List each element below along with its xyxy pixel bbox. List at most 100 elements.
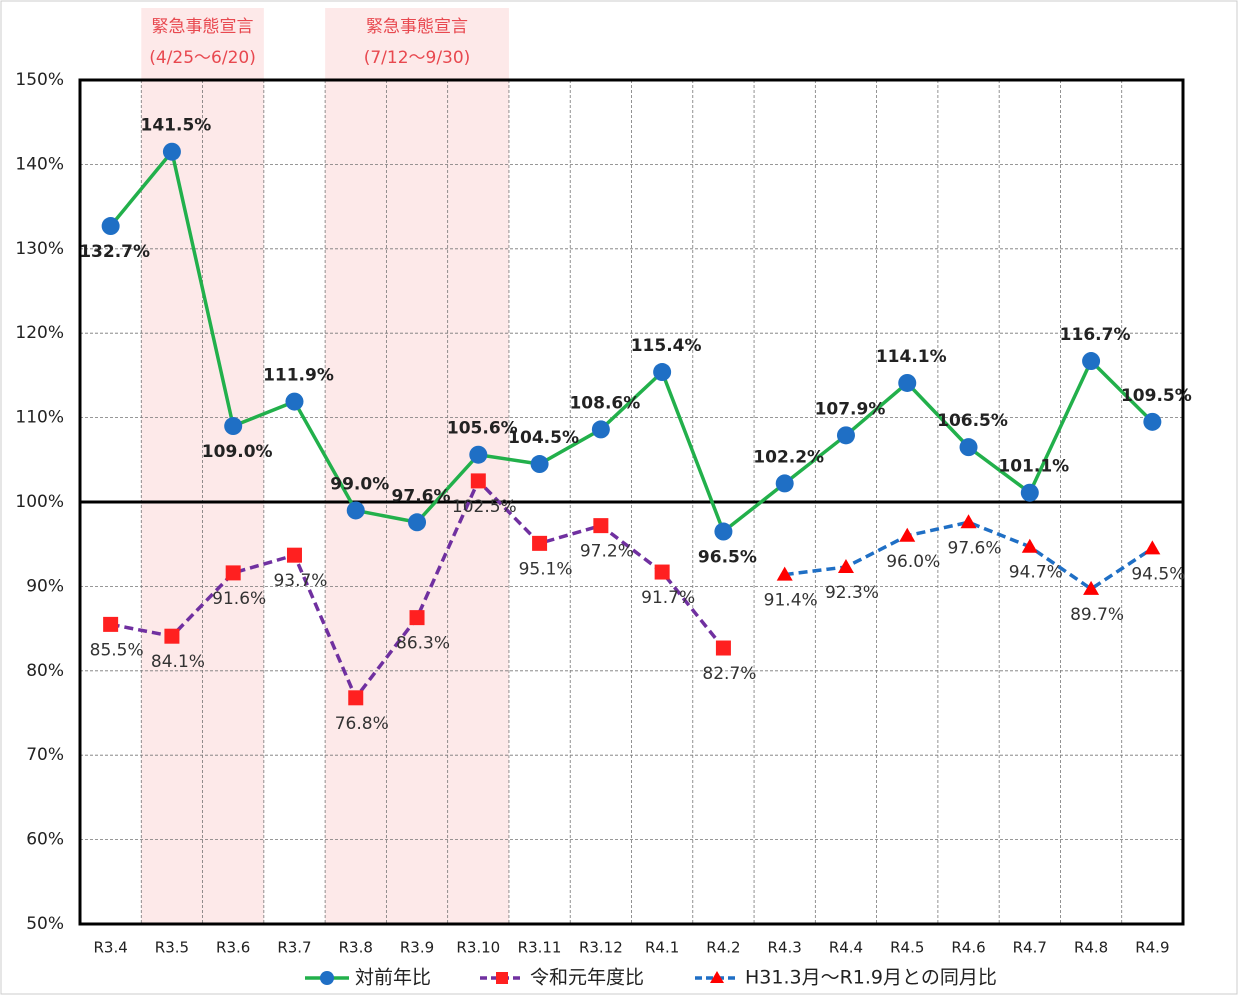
x-tick-label: R4.5 xyxy=(890,939,924,957)
y-tick-label: 110% xyxy=(15,408,64,428)
data-point xyxy=(469,445,488,464)
annotation-title: 緊急事態宣言 xyxy=(366,17,468,37)
data-point xyxy=(532,535,548,551)
data-point xyxy=(225,565,241,581)
y-tick-label: 140% xyxy=(15,154,64,174)
data-point xyxy=(286,547,302,563)
legend-label: H31.3月～R1.9月との同月比 xyxy=(745,967,997,989)
data-label: 97.6% xyxy=(392,486,451,506)
data-point xyxy=(776,566,793,581)
y-tick-label: 50% xyxy=(26,914,64,934)
data-label: 85.5% xyxy=(90,640,144,660)
data-label: 141.5% xyxy=(141,116,212,136)
data-point xyxy=(224,417,243,436)
data-label: 107.9% xyxy=(815,399,886,419)
data-label: 132.7% xyxy=(79,242,150,262)
data-label: 102.2% xyxy=(753,447,824,467)
data-label: 104.5% xyxy=(508,428,579,448)
x-tick-label: R3.10 xyxy=(456,939,500,957)
data-label: 91.6% xyxy=(212,589,266,609)
x-tick-label: R3.8 xyxy=(339,939,373,957)
legend-marker xyxy=(496,972,508,984)
data-point xyxy=(959,438,978,457)
legend-item: 令和元年度比 xyxy=(480,967,644,989)
data-point xyxy=(898,373,917,392)
x-tick-label: R3.5 xyxy=(155,939,189,957)
x-tick-label: R4.4 xyxy=(829,939,863,957)
legend-label: 対前年比 xyxy=(355,967,431,989)
data-label: 86.3% xyxy=(396,634,450,654)
data-label: 111.9% xyxy=(263,366,334,386)
y-tick-label: 120% xyxy=(15,323,64,343)
x-tick-label: R3.11 xyxy=(518,939,562,957)
y-tick-label: 130% xyxy=(15,239,64,259)
data-point xyxy=(103,616,119,632)
data-label: 101.1% xyxy=(998,457,1069,477)
y-tick-label: 150% xyxy=(15,70,64,90)
data-label: 76.8% xyxy=(335,714,389,734)
data-point xyxy=(714,522,733,541)
x-tick-label: R3.12 xyxy=(579,939,623,957)
data-point xyxy=(164,628,180,644)
annotation-subtitle: (7/12～9/30) xyxy=(364,48,471,68)
x-tick-label: R4.6 xyxy=(951,939,985,957)
data-point xyxy=(285,392,304,411)
data-label: 105.6% xyxy=(447,419,518,439)
y-tick-label: 90% xyxy=(26,576,64,596)
data-point xyxy=(470,473,486,489)
data-point xyxy=(162,142,181,161)
data-label: 99.0% xyxy=(330,474,389,494)
data-label: 94.7% xyxy=(1009,563,1063,583)
data-point xyxy=(715,640,731,656)
data-label: 109.0% xyxy=(202,442,273,462)
data-label: 82.7% xyxy=(702,664,756,684)
data-point xyxy=(1020,483,1039,502)
x-tick-label: R3.6 xyxy=(216,939,250,957)
data-label: 102.5% xyxy=(452,497,517,517)
data-point xyxy=(101,217,120,236)
data-label: 94.5% xyxy=(1131,564,1185,584)
data-point xyxy=(530,455,549,474)
data-point xyxy=(837,558,854,573)
x-tick-label: R3.9 xyxy=(400,939,434,957)
data-point xyxy=(409,610,425,626)
data-point xyxy=(591,420,610,439)
data-label: 93.7% xyxy=(273,571,327,591)
series-line xyxy=(109,147,1154,535)
x-tick-label: R4.7 xyxy=(1013,939,1047,957)
x-tick-label: R3.7 xyxy=(277,939,311,957)
data-label: 96.5% xyxy=(698,548,757,568)
data-point xyxy=(775,474,794,493)
data-point xyxy=(1144,540,1161,555)
data-point xyxy=(654,564,670,580)
data-point xyxy=(1082,352,1101,371)
data-label: 116.7% xyxy=(1060,325,1131,345)
data-label: 114.1% xyxy=(876,347,947,367)
data-point xyxy=(346,501,365,520)
data-point xyxy=(899,527,916,542)
data-label: 84.1% xyxy=(151,652,205,672)
data-label: 115.4% xyxy=(631,336,702,356)
y-tick-label: 100% xyxy=(15,492,64,512)
data-label: 97.6% xyxy=(948,538,1002,558)
legend-marker xyxy=(320,971,334,985)
data-point xyxy=(960,514,977,529)
y-tick-label: 80% xyxy=(26,661,64,681)
data-point xyxy=(653,363,672,382)
legend-label: 令和元年度比 xyxy=(530,967,644,989)
x-tick-label: R4.3 xyxy=(768,939,802,957)
y-tick-label: 70% xyxy=(26,745,64,765)
annotation-subtitle: (4/25～6/20) xyxy=(149,48,256,68)
x-tick-label: R4.1 xyxy=(645,939,679,957)
annotation-title: 緊急事態宣言 xyxy=(152,17,254,37)
emergency-shade xyxy=(325,8,509,924)
data-point xyxy=(593,518,609,534)
plot-frame xyxy=(78,78,1185,926)
data-label: 92.3% xyxy=(825,583,879,603)
data-label: 106.5% xyxy=(937,411,1008,431)
data-label: 109.5% xyxy=(1121,386,1192,406)
data-label: 108.6% xyxy=(569,393,640,413)
x-tick-label: R4.9 xyxy=(1135,939,1169,957)
